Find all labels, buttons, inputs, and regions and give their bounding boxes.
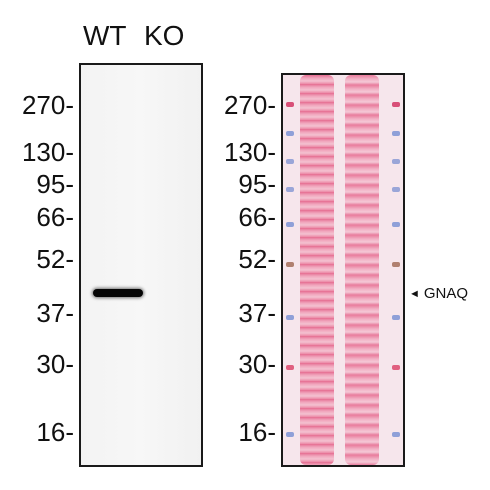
marker-label: 30-	[36, 349, 74, 379]
ladder-band	[392, 159, 400, 164]
ladder-band	[392, 102, 400, 107]
arrow-left-icon: ◄	[409, 288, 420, 300]
ponceau-lane-ko	[345, 75, 379, 465]
marker-label: 66-	[238, 202, 276, 232]
ladder-band	[286, 131, 294, 136]
ladder-lane-right	[392, 75, 400, 465]
marker-label: 16-	[36, 417, 74, 447]
marker-label: 95-	[238, 169, 276, 199]
ladder-band	[392, 262, 400, 267]
ladder-band	[286, 159, 294, 164]
ladder-band	[286, 262, 294, 267]
marker-label: 30-	[238, 349, 276, 379]
ladder-band	[392, 315, 400, 320]
ladder-band	[286, 102, 294, 107]
marker-label: 52-	[238, 244, 276, 274]
ladder-band	[392, 365, 400, 370]
marker-label: 66-	[36, 202, 74, 232]
ladder-band	[392, 432, 400, 437]
gnaq-label-text: GNAQ	[423, 285, 469, 302]
lane-label-ko: KO	[144, 20, 185, 51]
marker-label: 270-	[21, 90, 74, 120]
marker-label: 16-	[238, 417, 276, 447]
ponceau-lane-wt	[300, 75, 334, 465]
marker-label: 95-	[36, 169, 74, 199]
marker-label: 270-	[223, 90, 276, 120]
marker-label: 37-	[238, 298, 276, 328]
ladder-band	[286, 432, 294, 437]
lane-label-wt: WT	[83, 20, 127, 51]
ladder-band	[392, 187, 400, 192]
gnaq-annotation: ◄ GNAQ	[409, 285, 468, 302]
ladder-band	[286, 187, 294, 192]
ladder-band	[392, 131, 400, 136]
ladder-band	[286, 222, 294, 227]
marker-label: 52-	[36, 244, 74, 274]
ladder-band	[286, 365, 294, 370]
ladder-band	[286, 315, 294, 320]
ponceau-stain-panel	[281, 73, 405, 467]
marker-label: 37-	[36, 298, 74, 328]
western-blot-panel	[79, 63, 203, 467]
marker-label: 130-	[223, 137, 276, 167]
gnaq-band-wt	[93, 289, 143, 297]
marker-label: 130-	[21, 137, 74, 167]
ladder-band	[392, 222, 400, 227]
ladder-lane-left	[286, 75, 294, 465]
